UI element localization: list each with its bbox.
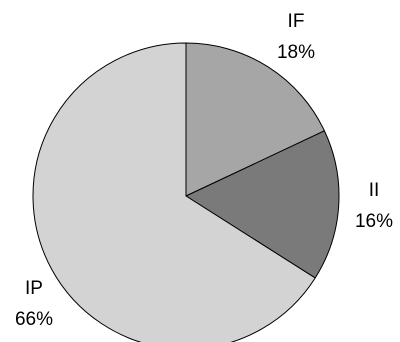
slice-label-ip-percent: 66% — [15, 309, 53, 330]
pie-slice-ip — [32, 42, 316, 342]
slice-label-ii-name: II — [369, 180, 380, 201]
pie-slice-if — [185, 42, 325, 197]
slice-label-ip-name: IP — [25, 278, 43, 299]
slice-label-if-percent: 18% — [277, 42, 315, 63]
pie-labels: IF 18% II 16% IP 66% — [15, 11, 393, 330]
pie-slices — [32, 42, 340, 342]
pie-slice-ii — [185, 130, 340, 279]
slice-label-if-name: IF — [288, 11, 305, 32]
slice-label-ii-percent: 16% — [355, 211, 393, 232]
